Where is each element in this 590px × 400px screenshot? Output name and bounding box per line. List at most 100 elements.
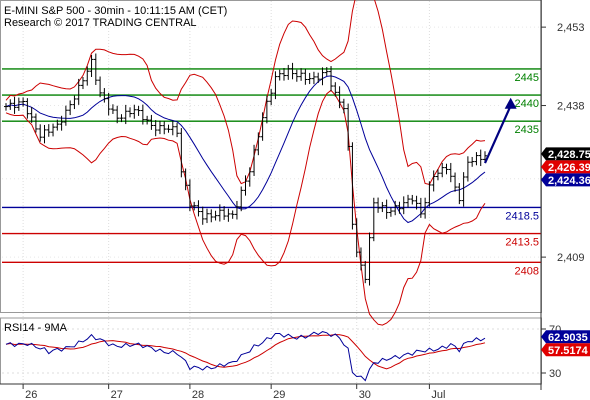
price-axis-label: 2,409 — [557, 252, 585, 264]
price-bar — [281, 67, 286, 81]
price-bar — [33, 113, 38, 133]
value-badge-label: 62.9035 — [548, 332, 588, 344]
price-bar — [243, 175, 248, 196]
price-bar — [110, 104, 115, 114]
price-bar — [341, 98, 346, 114]
price-value-badge: 2,424.36 — [541, 173, 590, 187]
price-bar — [418, 197, 423, 218]
price-bar — [478, 149, 483, 167]
price-bar — [354, 218, 359, 258]
price-bar — [166, 124, 171, 133]
x-axis-label: 28 — [192, 389, 204, 400]
price-bar — [106, 92, 111, 116]
price-bar — [140, 104, 145, 125]
price-bar — [358, 247, 363, 271]
chart-header-copyright: Research © 2017 TRADING CENTRAL — [4, 17, 197, 29]
price-bar — [388, 207, 393, 217]
price-bar — [93, 53, 98, 85]
value-badge-label: 2,426.39 — [548, 162, 590, 174]
price-bar — [380, 201, 385, 213]
price-value-badge: 2,428.75 — [541, 147, 590, 161]
price-bar — [128, 107, 133, 118]
level-label: 2445 — [515, 72, 539, 84]
price-bar — [435, 169, 440, 181]
rsi-value-badge: 62.9035 — [541, 330, 590, 344]
price-bar — [102, 88, 107, 103]
price-bar — [316, 72, 321, 84]
price-bar — [42, 124, 47, 144]
price-bar — [384, 199, 389, 219]
price-value-badge: 2,426.39 — [541, 160, 590, 174]
price-bar — [175, 122, 180, 138]
forecast-arrow-head — [504, 97, 517, 109]
price-bar — [457, 183, 462, 205]
price-bar — [217, 204, 222, 222]
price-bar — [68, 100, 73, 116]
price-bar — [234, 200, 239, 220]
price-bar — [329, 66, 334, 92]
x-axis-label: 29 — [273, 389, 285, 400]
price-bar — [427, 181, 432, 207]
price-bar — [149, 114, 154, 130]
price-bar — [16, 97, 21, 111]
price-bar — [247, 167, 252, 187]
price-bar — [145, 115, 150, 125]
price-bar — [324, 67, 329, 76]
price-bar — [260, 112, 265, 141]
price-bar — [307, 72, 312, 85]
price-bar — [38, 124, 43, 142]
price-bar — [46, 124, 51, 137]
price-bar — [397, 201, 402, 214]
price-bar — [299, 68, 304, 81]
price-bar — [414, 195, 419, 210]
price-bar — [226, 208, 231, 222]
price-bar — [431, 170, 436, 192]
price-axis-label: 2,438 — [557, 101, 585, 113]
chart-header-title: E-MINI S&P 500 - 30min - 10:11:15 AM (CE… — [4, 5, 227, 17]
price-bar — [51, 123, 56, 137]
price-bar — [239, 186, 244, 212]
rsi-line — [5, 331, 486, 382]
price-bar — [470, 156, 475, 167]
value-badge-shape — [541, 160, 590, 174]
price-bar — [4, 103, 8, 111]
price-bar — [85, 66, 90, 86]
value-badge-shape — [541, 173, 590, 187]
price-bar — [290, 62, 295, 80]
level-label-bg — [502, 264, 540, 277]
price-bar — [63, 105, 68, 126]
price-bar — [98, 76, 103, 98]
price-bar — [363, 260, 368, 284]
level-label: 2413.5 — [505, 237, 539, 249]
rsi-axis-label: 30 — [549, 368, 561, 380]
price-bar — [132, 104, 137, 119]
price-bar — [337, 86, 342, 109]
forecast-arrow-shaft — [483, 105, 512, 164]
price-bar — [406, 194, 411, 208]
price-bar — [474, 152, 479, 166]
price-bar — [8, 99, 13, 110]
price-bar — [12, 96, 17, 114]
price-bar — [367, 232, 372, 286]
x-axis-label: 26 — [25, 389, 37, 400]
price-bar — [205, 208, 210, 224]
price-bar — [333, 82, 338, 97]
level-label: 2408 — [515, 265, 539, 277]
price-bar — [376, 197, 381, 213]
price-bar — [25, 98, 30, 119]
price-bar — [76, 78, 81, 105]
level-label: 2435 — [515, 124, 539, 136]
value-badge-shape — [541, 330, 590, 344]
rsi-ma-line — [5, 333, 486, 370]
level-label-bg — [502, 70, 540, 83]
price-bar — [346, 103, 351, 151]
price-bar — [401, 196, 406, 215]
price-bar — [187, 179, 192, 212]
bollinger-lower-line — [5, 89, 486, 326]
level-label: 2440 — [515, 98, 539, 110]
price-axis-label: 2,453 — [557, 22, 585, 34]
price-bar — [59, 115, 64, 131]
price-bar — [444, 163, 449, 175]
